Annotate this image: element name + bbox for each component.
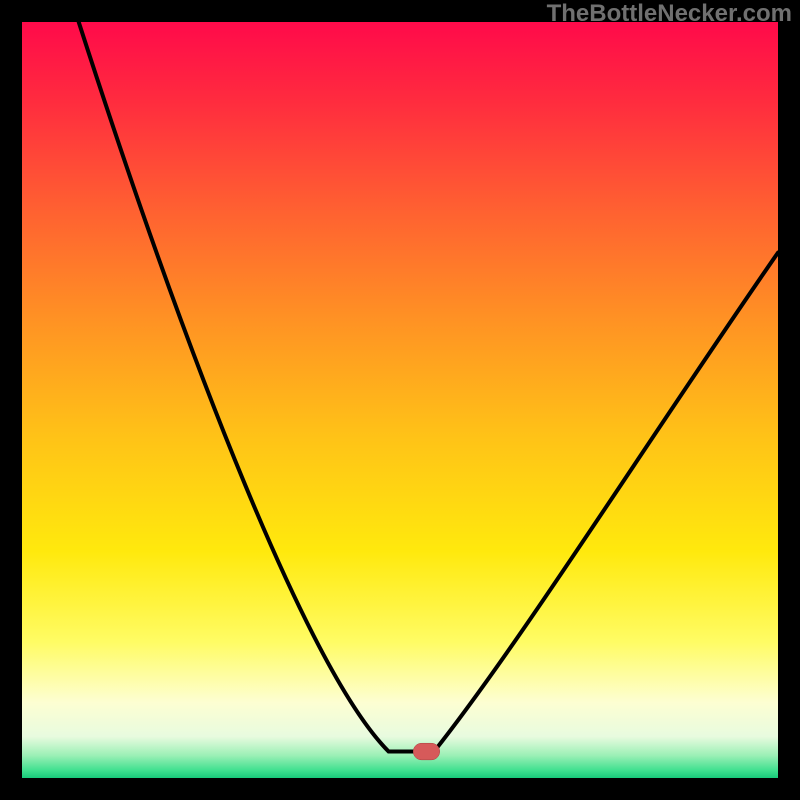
curve-overlay — [0, 0, 800, 800]
optimal-marker — [413, 743, 439, 760]
chart-container: TheBottleNecker.com — [0, 0, 800, 800]
bottleneck-curve — [79, 22, 778, 752]
watermark-text: TheBottleNecker.com — [547, 0, 792, 28]
